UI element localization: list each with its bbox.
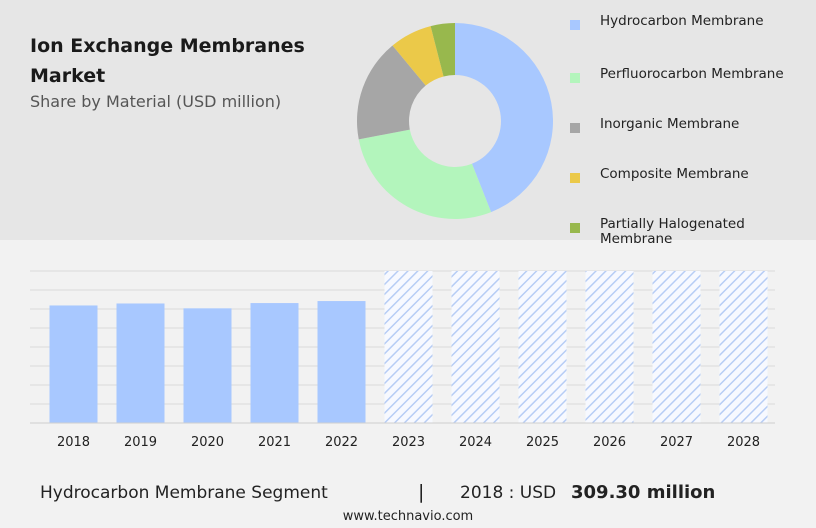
forecast-bar-2025 [518, 271, 567, 423]
forecast-bar-2023 [384, 271, 433, 423]
forecast-bar-2024 [451, 271, 500, 423]
x-tick-label: 2025 [526, 435, 559, 450]
bar-2022 [317, 301, 366, 423]
bar-2021 [250, 303, 299, 423]
pie-slice-hydrocarbon-membrane [455, 23, 554, 213]
legend-swatch [570, 73, 580, 83]
footer-value: 309.30 million [571, 482, 716, 503]
x-tick-label: 2022 [325, 435, 358, 450]
donut-chart [357, 23, 554, 219]
legend-label: Inorganic Membrane [600, 116, 740, 132]
segment-label: Hydrocarbon Membrane Segment [40, 483, 328, 503]
pie-slice-partially-halogenated-membrane [430, 23, 455, 77]
x-tick-label: 2020 [191, 435, 224, 450]
legend-swatch [570, 223, 580, 233]
legend-swatch [570, 173, 580, 183]
x-tick-label: 2026 [593, 435, 626, 450]
legend-swatch [570, 20, 580, 30]
legend-label: Hydrocarbon Membrane [600, 13, 764, 29]
legend-label: Partially Halogenated Membrane [600, 216, 745, 247]
pie-slice-perfluorocarbon-membrane [358, 129, 492, 219]
bar-2020 [183, 308, 232, 423]
x-tick-label: 2018 [57, 435, 90, 450]
bar-2018 [49, 305, 98, 423]
legend-swatch [570, 123, 580, 133]
x-tick-label: 2023 [392, 435, 425, 450]
footer-year-label: 2018 : USD [460, 483, 557, 503]
forecast-bar-2028 [719, 271, 768, 423]
legend-label: Perfluorocarbon Membrane [600, 66, 784, 82]
forecast-bar-2026 [585, 271, 634, 423]
bar-chart: 2018 2019 2020 2021 2022 2023 2024 2025 2026 2027… [30, 270, 775, 450]
x-tick-label: 2021 [258, 435, 291, 450]
x-tick-label: 2028 [727, 435, 760, 450]
footer-divider: | [418, 481, 425, 503]
pie-slice-composite-membrane [392, 26, 444, 86]
forecast-bar-2027 [652, 271, 701, 423]
chart-title: Ion Exchange Membranes Market [30, 35, 305, 87]
x-tick-label: 2027 [660, 435, 693, 450]
bar-2019 [116, 303, 165, 423]
pie-slice-inorganic-membrane [357, 45, 426, 140]
chart-subtitle: Share by Material (USD million) [30, 92, 282, 111]
source-website: www.technavio.com [342, 509, 474, 524]
x-tick-label: 2019 [124, 435, 157, 450]
x-tick-label: 2024 [459, 435, 492, 450]
legend-label: Composite Membrane [600, 166, 749, 182]
